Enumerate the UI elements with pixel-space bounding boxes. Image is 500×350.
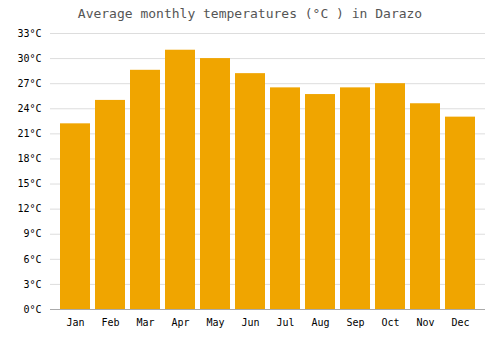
svg-text:Feb: Feb — [101, 317, 119, 328]
svg-text:12°C: 12°C — [17, 203, 41, 214]
svg-text:Mar: Mar — [136, 317, 154, 328]
svg-text:24°C: 24°C — [17, 103, 41, 114]
svg-text:Jul: Jul — [276, 317, 294, 328]
svg-text:Sep: Sep — [346, 317, 364, 328]
svg-text:Aug: Aug — [311, 317, 329, 328]
svg-text:3°C: 3°C — [23, 279, 41, 290]
svg-text:Apr: Apr — [171, 317, 189, 328]
svg-text:27°C: 27°C — [17, 78, 41, 89]
svg-text:Jan: Jan — [66, 317, 84, 328]
svg-text:May: May — [206, 317, 224, 328]
svg-text:21°C: 21°C — [17, 128, 41, 139]
svg-text:Dec: Dec — [451, 317, 469, 328]
svg-text:Oct: Oct — [381, 317, 399, 328]
html-text:Average monthly temperatures (: Average monthly temperatures (°C ) in Da… — [77, 6, 423, 21]
svg-text:9°C: 9°C — [23, 228, 41, 239]
svg-text:Jun: Jun — [241, 317, 259, 328]
svg-text:Nov: Nov — [416, 317, 434, 328]
svg-text:18°C: 18°C — [17, 153, 41, 164]
svg-text:33°C: 33°C — [17, 28, 41, 39]
svg-text:30°C: 30°C — [17, 53, 41, 64]
svg-text:15°C: 15°C — [17, 178, 41, 189]
svg-text:6°C: 6°C — [23, 254, 41, 265]
svg-text:0°C: 0°C — [23, 304, 41, 315]
